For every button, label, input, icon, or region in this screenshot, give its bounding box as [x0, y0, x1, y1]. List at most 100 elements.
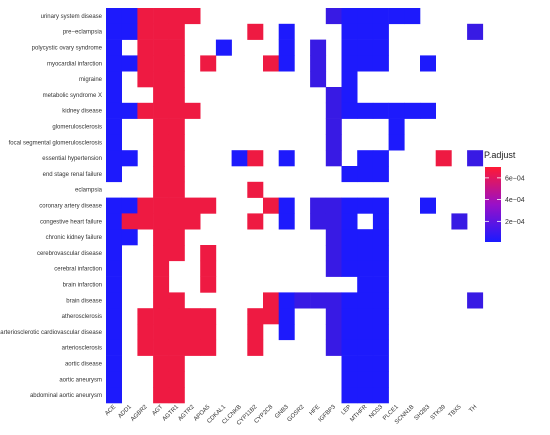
legend-tick-label: 4e−04: [505, 197, 525, 204]
heatmap-cell: [310, 213, 327, 230]
heatmap-cell: [341, 39, 358, 56]
heatmap-cell: [121, 23, 138, 40]
heatmap-cell: [168, 355, 185, 372]
heatmap-cell: [372, 23, 389, 40]
heatmap-cell: [153, 339, 170, 356]
heatmap-cell: [372, 229, 389, 246]
heatmap-cell: [325, 150, 342, 167]
row-label: abdominal aortic aneurysm: [30, 393, 102, 399]
heatmap-cell: [263, 292, 279, 309]
heatmap-cell: [341, 71, 358, 88]
heatmap-cell: [200, 276, 217, 293]
heatmap-cell: [106, 102, 122, 119]
heatmap-cell: [168, 371, 185, 388]
heatmap-cell: [106, 23, 122, 40]
heatmap-cell: [357, 387, 374, 404]
heatmap-cell: [106, 355, 122, 372]
heatmap-cell: [168, 245, 185, 262]
heatmap-cell: [372, 150, 389, 167]
heatmap-cell: [168, 166, 185, 183]
row-label: polycystic ovary syndrome: [32, 46, 103, 52]
heatmap-cell: [357, 276, 374, 293]
heatmap-cell: [325, 260, 342, 277]
heatmap-cell: [137, 308, 154, 325]
row-label: brain infarction: [63, 283, 102, 289]
heatmap-cell: [278, 197, 295, 214]
heatmap-cell: [153, 181, 170, 198]
heatmap-cell: [341, 371, 358, 388]
heatmap-cell: [106, 339, 122, 356]
heatmap-cell: [294, 292, 311, 309]
heatmap-cell: [310, 197, 327, 214]
heatmap-cell: [168, 39, 185, 56]
row-label: cerebral infarction: [54, 267, 102, 273]
heatmap-cell: [372, 166, 389, 183]
heatmap-cell: [153, 134, 170, 151]
heatmap-cell: [106, 39, 122, 56]
heatmap-cell: [341, 292, 358, 309]
heatmap-cell: [247, 150, 264, 167]
column-label: LEP: [341, 404, 353, 416]
row-label: end stage renal failure: [43, 172, 103, 178]
heatmap-cell: [372, 371, 389, 388]
heatmap-cell: [278, 213, 295, 230]
heatmap-cell: [247, 213, 264, 230]
heatmap-cell: [372, 39, 389, 56]
heatmap-cell: [404, 102, 421, 119]
heatmap-cell: [215, 39, 232, 56]
heatmap-cell: [372, 308, 389, 325]
heatmap-cell: [372, 292, 389, 309]
legend-tick-label: 2e−04: [505, 219, 525, 226]
heatmap-cell: [168, 197, 185, 214]
heatmap-cell: [137, 324, 154, 341]
row-label: aortic disease: [65, 362, 103, 368]
heatmap-cell: [106, 371, 122, 388]
heatmap-cell: [357, 150, 374, 167]
heatmap-cell: [341, 339, 358, 356]
heatmap-cell: [263, 308, 279, 325]
heatmap-cell: [168, 118, 185, 135]
heatmap-cell: [137, 8, 154, 25]
heatmap-cell: [372, 339, 389, 356]
column-label: HFE: [309, 404, 322, 417]
heatmap-cell: [137, 55, 154, 72]
heatmap-cell: [341, 23, 358, 40]
heatmap-cell: [106, 245, 122, 262]
heatmap-cell: [200, 197, 217, 214]
heatmap-cell: [121, 55, 138, 72]
heatmap-cell: [153, 245, 170, 262]
heatmap-cell: [168, 339, 185, 356]
heatmap-cell: [184, 102, 201, 119]
heatmap-cell: [310, 39, 327, 56]
heatmap-cell: [467, 292, 484, 309]
heatmap-cell: [106, 276, 122, 293]
column-label: IGFBP3: [318, 404, 338, 424]
heatmap-cell: [341, 387, 358, 404]
heatmap-cell: [153, 308, 170, 325]
heatmap-cell: [121, 213, 138, 230]
heatmap-cell: [168, 387, 185, 404]
heatmap-cell: [153, 23, 170, 40]
heatmap-cell: [372, 55, 389, 72]
heatmap-cell: [168, 134, 185, 151]
heatmap-cell: [357, 260, 374, 277]
heatmap-cell: [247, 181, 264, 198]
heatmap-cell: [310, 55, 327, 72]
heatmap-cell: [325, 134, 342, 151]
legend-ticks: 6e−04 4e−04 2e−04: [485, 175, 525, 226]
heatmap-cell: [357, 229, 374, 246]
heatmap-cell: [357, 102, 374, 119]
heatmap-cell: [106, 150, 122, 167]
heatmap-cell: [153, 87, 170, 104]
heatmap-cell: [153, 102, 170, 119]
heatmap-cell: [168, 324, 185, 341]
row-label: arteriosclerosis: [62, 346, 102, 352]
heatmap-cell: [121, 197, 138, 214]
heatmap-cell: [357, 197, 374, 214]
heatmap-cell: [121, 102, 138, 119]
heatmap-cell: [121, 229, 138, 246]
heatmap-cell: [106, 292, 122, 309]
heatmap-cell: [341, 308, 358, 325]
heatmap-cell: [357, 308, 374, 325]
